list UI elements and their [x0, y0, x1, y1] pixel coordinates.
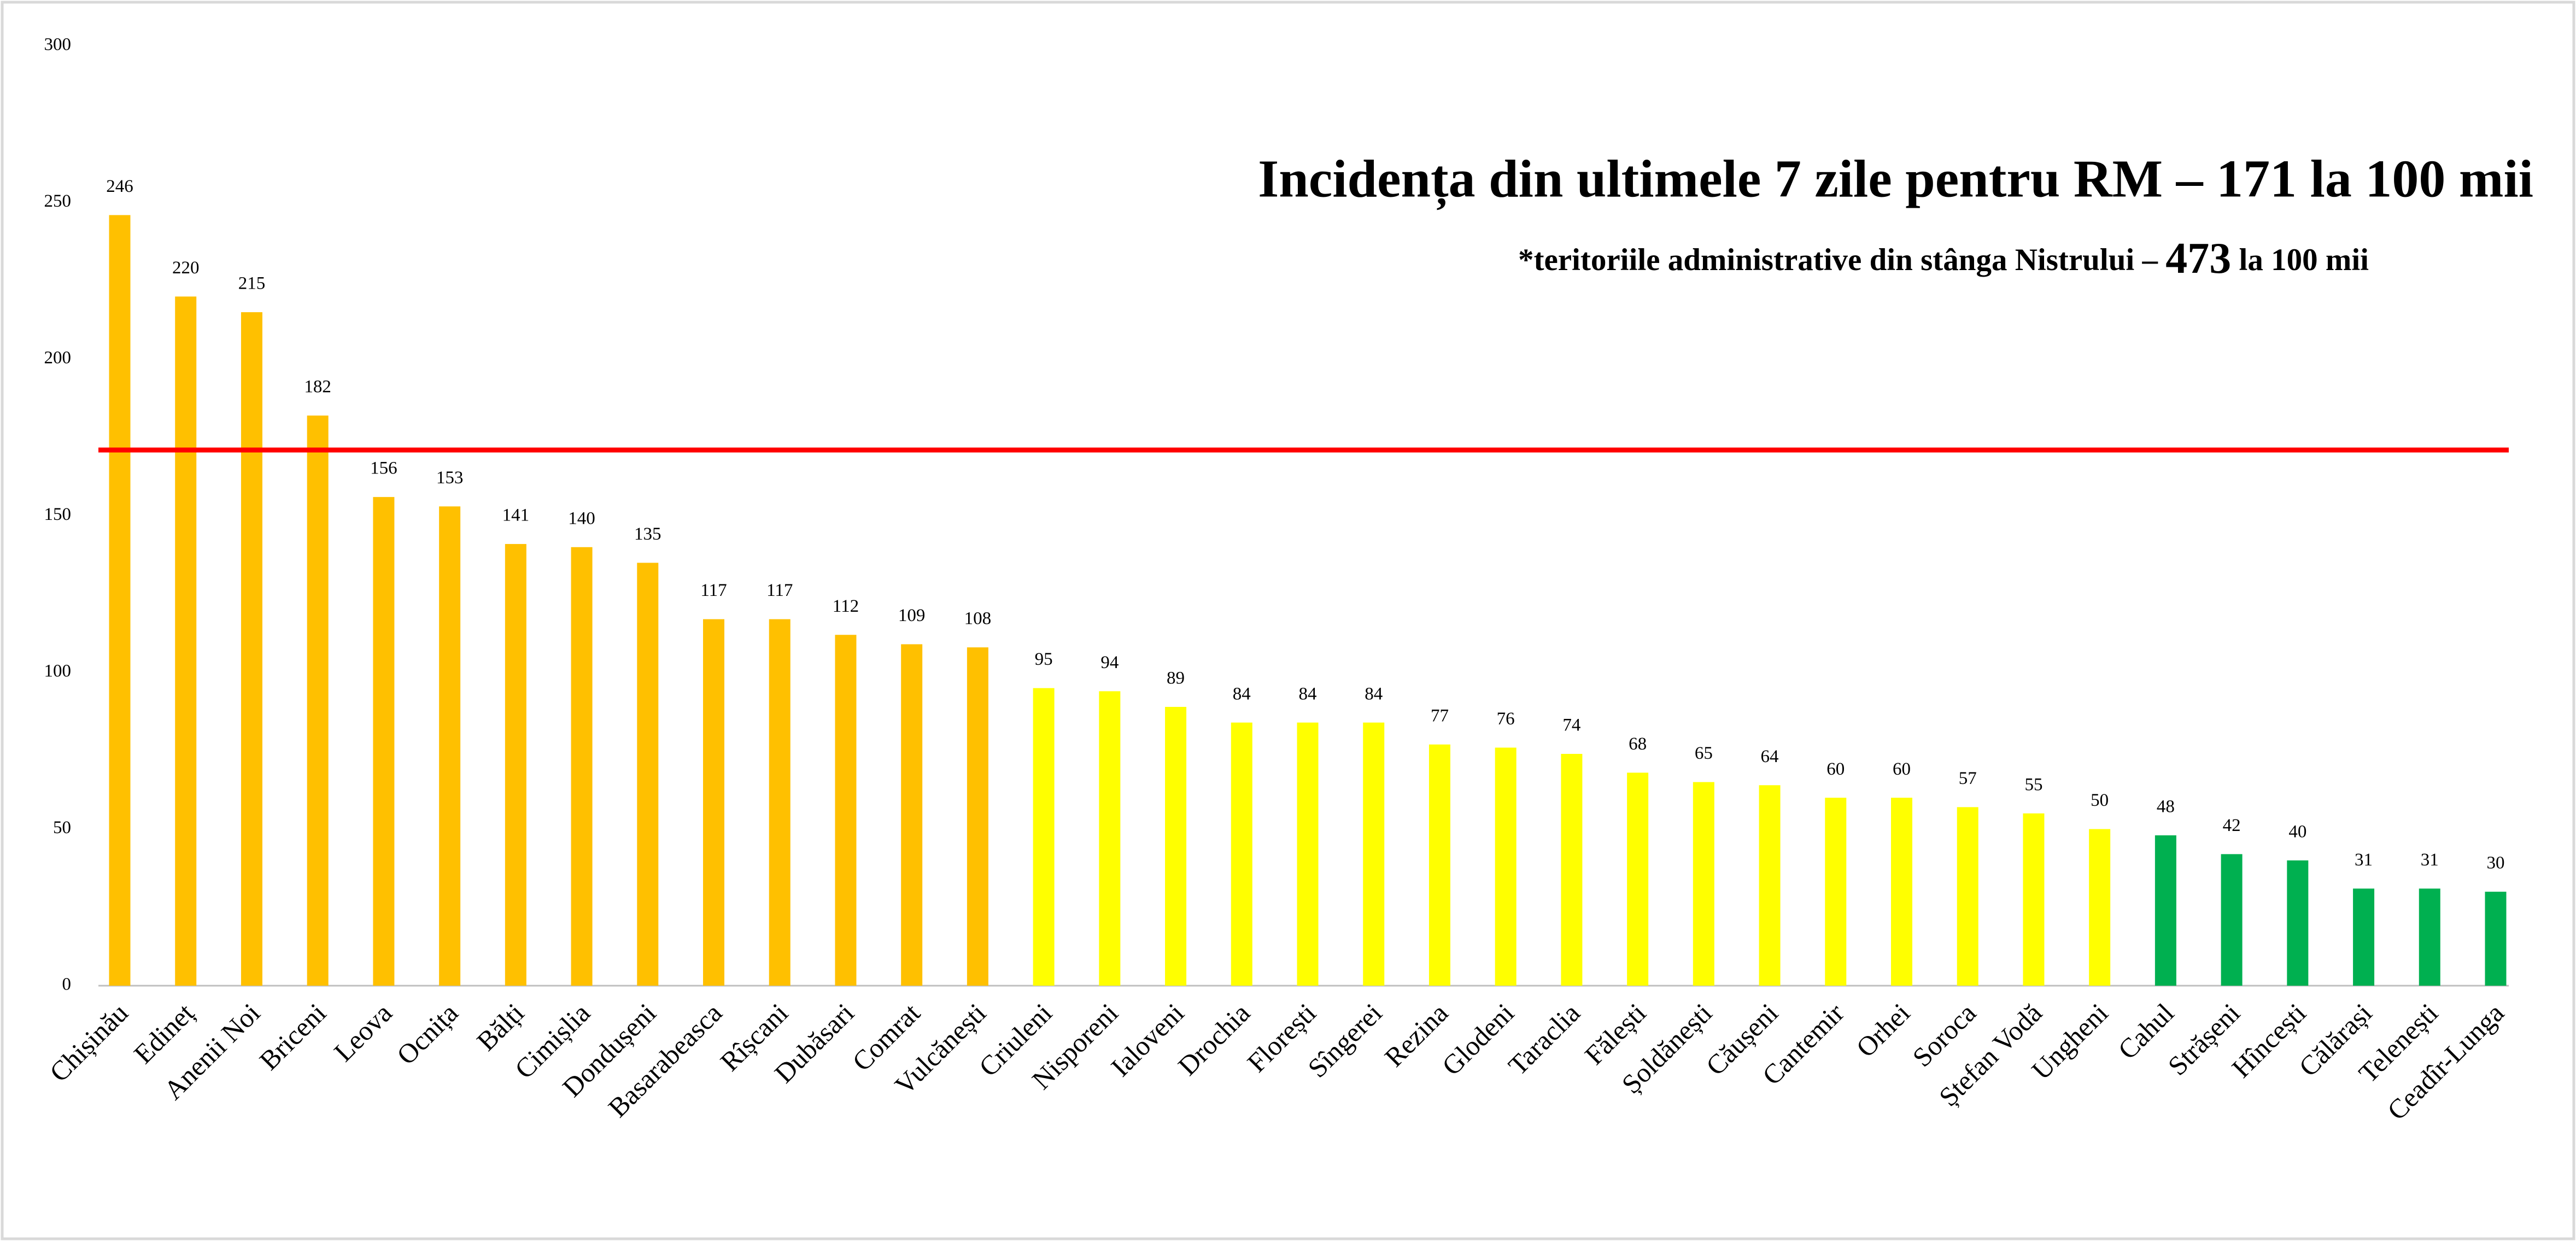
value-label: 68: [1629, 734, 1647, 754]
bar: [1231, 722, 1252, 986]
chart-title: Incidența din ultimele 7 zile pentru RM …: [1258, 149, 2533, 210]
bar: [1099, 691, 1121, 986]
value-label: 220: [172, 258, 200, 278]
value-label: 153: [436, 468, 464, 488]
bar: [1825, 798, 1847, 986]
value-label: 84: [1299, 684, 1317, 704]
value-label: 109: [898, 606, 926, 625]
value-label: 40: [2288, 822, 2306, 841]
bar: [967, 647, 988, 986]
value-label: 31: [2421, 850, 2439, 870]
bar: [1495, 747, 1517, 986]
value-label: 117: [766, 581, 793, 600]
bar: [571, 547, 593, 986]
value-label: 140: [568, 508, 595, 528]
bar: [901, 644, 923, 986]
bar: [2023, 813, 2045, 986]
value-label: 246: [106, 177, 133, 196]
value-label: 64: [1761, 747, 1779, 766]
value-label: 77: [1431, 706, 1449, 725]
y-tick-label: 250: [44, 191, 72, 211]
y-tick-label: 200: [44, 348, 72, 368]
y-tick-label: 150: [44, 505, 72, 524]
bar: [241, 312, 262, 986]
bar: [373, 497, 395, 986]
subtitle-part: *teritoriile administrative din stânga N…: [1518, 243, 2165, 277]
value-label: 94: [1100, 653, 1119, 672]
value-label: 95: [1035, 649, 1053, 669]
bar: [2353, 888, 2375, 986]
chart-subtitle: *teritoriile administrative din stânga N…: [1518, 235, 2369, 283]
bar: [1891, 798, 1912, 986]
y-tick-label: 50: [53, 818, 71, 838]
bar: [769, 619, 791, 986]
subtitle-part: la 100 mii: [2231, 243, 2369, 277]
bar: [1627, 772, 1649, 986]
value-label: 65: [1695, 744, 1713, 763]
bar: [1297, 722, 1319, 986]
value-label: 89: [1167, 669, 1185, 688]
y-tick-label: 0: [62, 975, 72, 994]
value-label: 30: [2487, 853, 2505, 873]
bar: [1363, 722, 1385, 986]
bar: [1561, 753, 1583, 986]
bar: [1428, 744, 1450, 986]
bar: [1693, 782, 1714, 986]
bar: [637, 563, 659, 986]
bar: [307, 415, 329, 986]
value-label: 50: [2091, 791, 2109, 810]
bar: [2089, 829, 2111, 986]
value-label: 84: [1233, 684, 1251, 704]
bar: [2221, 854, 2243, 986]
value-label: 112: [833, 596, 859, 616]
bar: [505, 544, 526, 986]
value-label: 156: [370, 459, 397, 478]
value-label: 141: [502, 506, 530, 525]
value-label: 108: [964, 609, 992, 629]
value-label: 42: [2223, 816, 2241, 835]
bar: [1033, 688, 1055, 986]
y-tick-label: 100: [44, 662, 72, 681]
bar: [1165, 707, 1187, 986]
bar: [703, 619, 724, 986]
bar: [2485, 892, 2507, 986]
value-label: 31: [2355, 850, 2373, 870]
bar: [439, 506, 461, 986]
value-label: 55: [2024, 775, 2042, 794]
bar: [2155, 835, 2176, 986]
subtitle-part: 473: [2165, 235, 2231, 283]
bar: [1957, 807, 1978, 986]
value-label: 76: [1497, 709, 1515, 729]
bar: [2419, 888, 2440, 986]
bar: [109, 215, 131, 986]
bar: [2287, 860, 2309, 986]
value-label: 60: [1826, 759, 1845, 779]
bar: [175, 296, 197, 986]
value-label: 60: [1893, 759, 1911, 779]
value-label: 135: [634, 524, 661, 544]
bar: [1759, 785, 1781, 986]
value-label: 74: [1562, 716, 1580, 735]
value-label: 57: [1959, 769, 1977, 788]
value-label: 182: [304, 377, 331, 397]
value-label: 215: [238, 274, 266, 294]
value-label: 117: [700, 581, 727, 600]
y-tick-label: 300: [44, 35, 72, 55]
bar: [835, 635, 857, 986]
value-label: 48: [2157, 797, 2175, 817]
value-label: 84: [1365, 684, 1383, 704]
